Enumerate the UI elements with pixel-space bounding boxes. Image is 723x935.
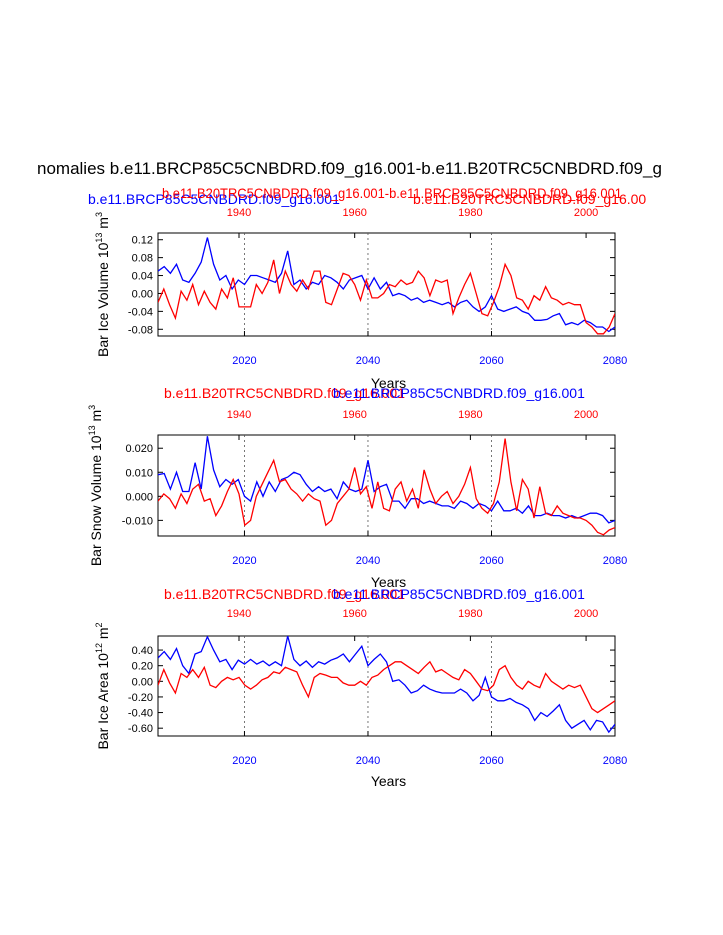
x-tick-label-top: 1960	[342, 207, 366, 219]
x-tick-label-bottom: 2040	[356, 555, 380, 567]
x-tick-label-bottom: 2040	[356, 355, 380, 367]
header-red-overlap-label: b.e11.B20TRC5CNBDRD.f09_g16.001-b.e11.BR…	[162, 185, 622, 201]
x-tick-label-top: 2000	[574, 608, 598, 620]
x-tick-label-top: 1940	[227, 608, 251, 620]
figure-title: nomalies b.e11.BRCP85C5CNBDRD.f09_g16.00…	[37, 159, 662, 178]
panel-header-red: b.e11.B20TRC5CNBDRD.f09_g16.001	[164, 586, 405, 602]
x-tick-label-bottom: 2060	[479, 555, 503, 567]
chart-panel-1: 0.12 0.08 0.04 0.00 -0.04 -0.08 2020 2040 2060 20…	[94, 207, 627, 391]
x-tick-label-top: 1980	[458, 409, 482, 421]
x-axis-label: Years	[371, 574, 406, 590]
x-tick-label-top: 1940	[227, 207, 251, 219]
series-line-b20tr	[158, 259, 615, 335]
x-tick-label-top: 2000	[574, 409, 598, 421]
y-tick-label: 0.020	[125, 443, 153, 455]
y-tick-label: 0.08	[132, 253, 153, 265]
x-tick-label-bottom: 2080	[603, 555, 627, 567]
x-tick-label-bottom: 2020	[232, 355, 256, 367]
x-tick-label-top: 1980	[458, 608, 482, 620]
panel-header-blue: b.e11.BRCP85C5CNBDRD.f09_g16.001	[333, 586, 585, 602]
y-tick-label: -0.04	[128, 306, 153, 318]
x-tick-label-top: 2000	[574, 207, 598, 219]
y-tick-label: 0.00	[132, 288, 153, 300]
plot-frame	[157, 635, 616, 737]
x-tick-label-top: 1960	[342, 608, 366, 620]
x-tick-label-top: 1960	[342, 409, 366, 421]
y-tick-label: -0.010	[122, 515, 153, 527]
panel-header-blue: b.e11.BRCP85C5CNBDRD.f09_g16.001	[333, 385, 585, 401]
x-tick-label-bottom: 2040	[356, 755, 380, 767]
y-tick-label: 0.12	[132, 235, 153, 247]
y-tick-label: 0.000	[125, 491, 153, 503]
x-tick-label-bottom: 2020	[232, 555, 256, 567]
y-tick-label: -0.60	[128, 723, 153, 735]
plot-frame	[157, 434, 616, 537]
y-tick-label: 0.20	[132, 661, 153, 673]
y-tick-label: -0.20	[128, 692, 153, 704]
chart-panels: 0.12 0.08 0.04 0.00 -0.04 -0.08 2020 2040 2060 20…	[87, 207, 627, 789]
x-tick-label-bottom: 2080	[603, 355, 627, 367]
chart-panel-3: 0.40 0.20 0.00 -0.20 -0.40 -0.60 2020 2040 2060 2…	[94, 586, 627, 789]
x-axis-label: Years	[371, 773, 406, 789]
y-tick-label: 0.04	[132, 271, 153, 283]
header-red-right-label: b.e11.B20TRC5CNBDRD.f09_g16.00	[413, 191, 646, 207]
series-line-rcp85	[158, 237, 615, 333]
y-tick-label: 0.010	[125, 467, 153, 479]
series-line-b20tr	[158, 438, 615, 536]
y-axis-label: Bar Ice Volume 1013 m3	[94, 212, 111, 357]
x-tick-label-bottom: 2020	[232, 755, 256, 767]
y-tick-label: 0.00	[132, 676, 153, 688]
y-tick-label: -0.40	[128, 708, 153, 720]
y-axis-label: Bar Ice Area 1012 m2	[94, 622, 111, 749]
series-line-b20tr	[158, 660, 615, 714]
series-line-rcp85	[158, 636, 615, 734]
y-axis-label: Bar Snow Volume 1013 m3	[87, 405, 104, 566]
panel-header-red: b.e11.B20TRC5CNBDRD.f09_g16.001	[164, 385, 405, 401]
x-tick-label-bottom: 2060	[479, 355, 503, 367]
x-tick-label-top: 1940	[227, 409, 251, 421]
y-tick-label: 0.40	[132, 645, 153, 657]
chart-panel-2: 0.020 0.010 0.000 -0.010 2020 2040 2060 2080 194…	[87, 385, 627, 590]
header-blue-label: b.e11.BRCP85C5CNBDRD.f09_g16.001	[88, 191, 340, 207]
x-tick-label-bottom: 2060	[479, 755, 503, 767]
x-tick-label-bottom: 2080	[603, 755, 627, 767]
x-tick-label-top: 1980	[458, 207, 482, 219]
plot-frame	[157, 232, 616, 337]
y-tick-label: -0.08	[128, 324, 153, 336]
x-axis-label: Years	[371, 375, 406, 391]
